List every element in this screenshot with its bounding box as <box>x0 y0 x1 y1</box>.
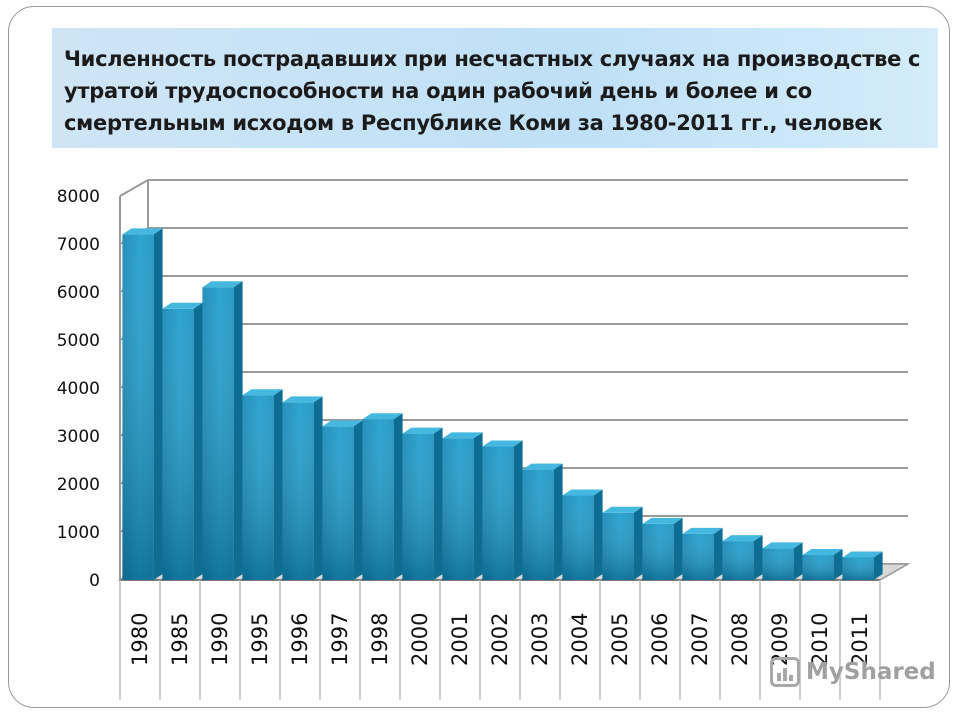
y-tick-label: 3000 <box>57 427 100 447</box>
bar <box>202 281 243 580</box>
bar <box>682 527 723 580</box>
x-tick-label: 2003 <box>528 613 552 666</box>
bar <box>362 413 403 580</box>
title-line-1: Численность пострадавших при несчастных … <box>64 47 921 71</box>
x-tick-label: 2002 <box>488 613 512 666</box>
title-line-2: утратой трудоспособности на один рабочий… <box>64 79 812 103</box>
x-tick-label: 1997 <box>328 613 352 666</box>
bar <box>522 463 563 580</box>
x-tick-label: 2004 <box>568 613 592 666</box>
bar <box>442 432 483 580</box>
y-tick-label: 1000 <box>57 523 100 543</box>
bar <box>602 506 643 580</box>
myshared-logo-icon <box>770 657 800 687</box>
y-tick-label: 0 <box>89 571 100 591</box>
x-tick-label: 2001 <box>448 613 472 666</box>
bar <box>562 489 603 580</box>
x-tick-label: 2000 <box>408 613 432 666</box>
bar <box>762 542 803 580</box>
bar <box>482 440 523 580</box>
bar <box>642 517 683 580</box>
x-tick-label: 2011 <box>848 613 872 666</box>
y-tick-label: 2000 <box>57 475 100 495</box>
x-tick-label: 1980 <box>128 613 152 666</box>
bar <box>162 302 203 580</box>
bar <box>242 389 283 580</box>
x-tick-label: 1995 <box>248 613 272 666</box>
y-tick-label: 8000 <box>57 187 100 207</box>
watermark: MyShared <box>770 652 940 692</box>
x-tick-label: 1990 <box>208 613 232 666</box>
bar <box>842 551 883 580</box>
x-tick-label: 2005 <box>608 613 632 666</box>
x-tick-label: 1996 <box>288 613 312 666</box>
x-tick-label: 2006 <box>648 613 672 666</box>
bar <box>322 420 363 580</box>
gridline <box>119 179 908 197</box>
x-tick-label: 2010 <box>808 613 832 666</box>
watermark-text: MyShared <box>806 659 936 685</box>
x-tick-label: 2008 <box>728 613 752 666</box>
bar <box>402 427 443 580</box>
y-tick-label: 6000 <box>57 283 100 303</box>
y-tick-label: 7000 <box>57 235 100 255</box>
gridline <box>119 227 908 245</box>
bar-layer <box>122 228 883 580</box>
bar <box>282 396 323 580</box>
title-line-3: смертельным исходом в Республике Коми за… <box>64 111 883 135</box>
chart-title: Численность пострадавших при несчастных … <box>64 43 928 139</box>
x-tick-label: 1998 <box>368 613 392 666</box>
bar <box>122 228 163 580</box>
y-tick-label: 4000 <box>57 379 100 399</box>
x-tick-label: 2007 <box>688 613 712 666</box>
bar <box>802 549 843 580</box>
bar <box>722 535 763 580</box>
y-tick-label: 5000 <box>57 331 100 351</box>
title-banner: Численность пострадавших при несчастных … <box>52 28 938 148</box>
x-tick-label: 1985 <box>168 613 192 666</box>
